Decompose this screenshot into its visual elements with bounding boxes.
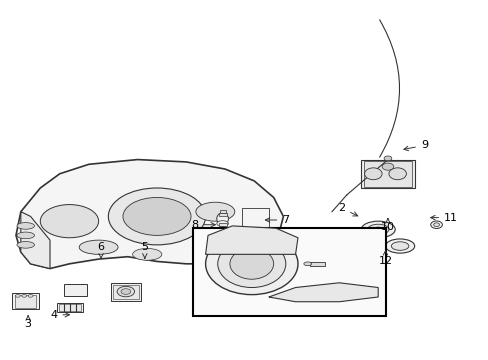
Ellipse shape — [108, 188, 205, 245]
Text: 6: 6 — [98, 242, 104, 258]
Text: 5: 5 — [141, 242, 148, 258]
Ellipse shape — [216, 213, 228, 225]
Ellipse shape — [390, 242, 408, 250]
Ellipse shape — [381, 163, 393, 170]
Ellipse shape — [122, 198, 191, 235]
Ellipse shape — [361, 221, 394, 238]
Ellipse shape — [205, 233, 297, 294]
Bar — [111, 283, 141, 301]
Ellipse shape — [17, 222, 34, 229]
PathPatch shape — [21, 212, 50, 269]
Text: 4: 4 — [50, 310, 69, 320]
Bar — [242, 208, 268, 228]
Text: 11: 11 — [430, 213, 457, 222]
Ellipse shape — [385, 239, 414, 253]
Ellipse shape — [28, 294, 33, 297]
Bar — [15, 294, 36, 308]
Text: 3: 3 — [24, 316, 32, 329]
PathPatch shape — [16, 159, 283, 269]
Ellipse shape — [372, 227, 382, 232]
Ellipse shape — [303, 262, 311, 266]
Ellipse shape — [383, 156, 391, 161]
Bar — [309, 262, 324, 266]
Text: 1: 1 — [267, 248, 274, 264]
Bar — [12, 293, 39, 309]
Text: 9: 9 — [403, 140, 427, 151]
Ellipse shape — [79, 240, 118, 255]
Ellipse shape — [433, 223, 439, 226]
Ellipse shape — [388, 168, 406, 180]
Ellipse shape — [40, 204, 99, 238]
Text: 8: 8 — [191, 220, 215, 230]
Ellipse shape — [217, 240, 285, 288]
Bar — [361, 159, 414, 188]
Ellipse shape — [22, 294, 27, 297]
Ellipse shape — [121, 289, 130, 294]
Text: 7: 7 — [265, 215, 289, 225]
PathPatch shape — [268, 283, 377, 302]
Ellipse shape — [196, 202, 234, 221]
Bar — [63, 284, 87, 296]
Ellipse shape — [117, 286, 134, 297]
Ellipse shape — [17, 242, 34, 248]
Ellipse shape — [367, 224, 388, 235]
Bar — [219, 210, 225, 213]
Bar — [193, 228, 385, 316]
Bar — [113, 285, 138, 300]
Bar — [363, 161, 411, 187]
Ellipse shape — [364, 168, 381, 180]
Ellipse shape — [132, 248, 162, 260]
PathPatch shape — [205, 226, 297, 255]
Ellipse shape — [16, 294, 20, 297]
Ellipse shape — [216, 221, 228, 226]
Text: 10: 10 — [380, 219, 394, 232]
Bar — [218, 213, 226, 216]
Bar — [57, 303, 82, 312]
Bar — [59, 304, 81, 311]
Text: 12: 12 — [378, 251, 392, 266]
Bar — [218, 223, 226, 226]
Text: 2: 2 — [338, 203, 357, 216]
Ellipse shape — [229, 248, 273, 279]
Ellipse shape — [17, 232, 34, 239]
Ellipse shape — [430, 221, 442, 229]
